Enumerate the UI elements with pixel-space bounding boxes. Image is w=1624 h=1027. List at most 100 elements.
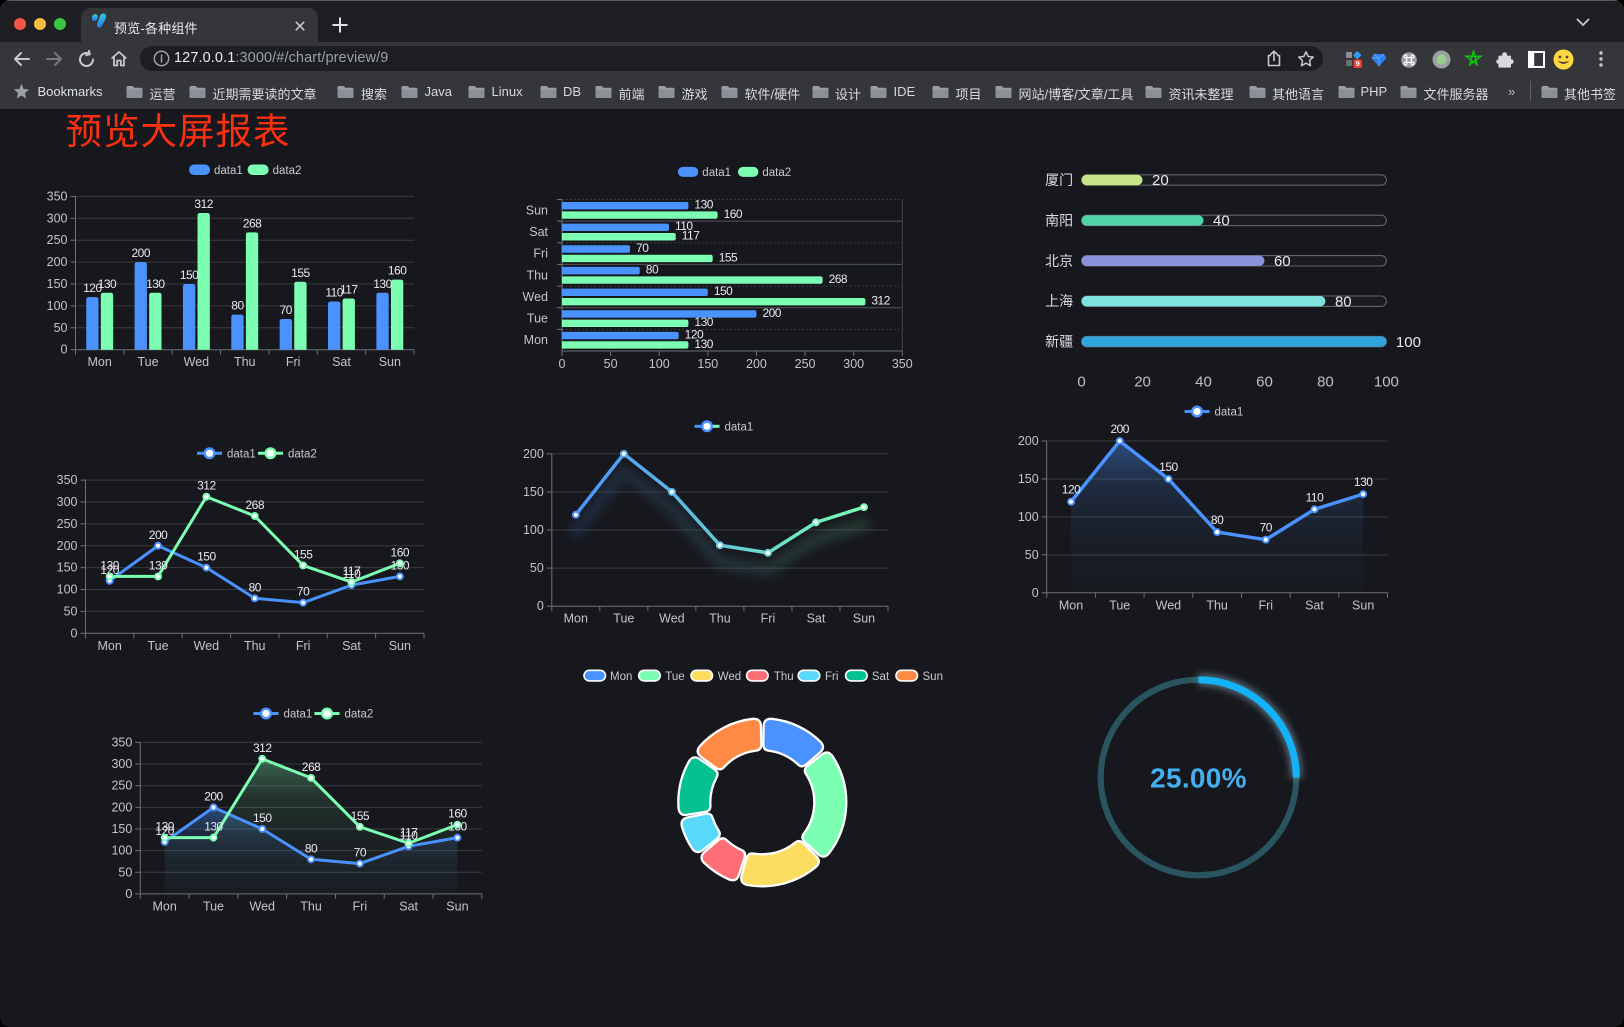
- svg-text:150: 150: [197, 550, 216, 564]
- svg-text:100: 100: [1018, 510, 1039, 524]
- svg-text:data1: data1: [725, 422, 754, 434]
- svg-text:312: 312: [871, 294, 890, 308]
- svg-text:110: 110: [675, 219, 693, 233]
- svg-text:50: 50: [118, 865, 132, 879]
- svg-text:100: 100: [649, 357, 670, 371]
- svg-text:200: 200: [1018, 434, 1039, 448]
- svg-text:Mon: Mon: [88, 355, 112, 369]
- svg-text:300: 300: [843, 357, 864, 371]
- svg-text:data2: data2: [345, 709, 374, 721]
- svg-text:130: 130: [694, 198, 713, 212]
- svg-text:200: 200: [131, 246, 150, 260]
- svg-text:Wed: Wed: [194, 639, 220, 653]
- svg-text:data1: data1: [702, 167, 731, 179]
- svg-text:0: 0: [71, 626, 78, 640]
- svg-text:50: 50: [64, 604, 78, 618]
- svg-text:data1: data1: [284, 709, 313, 721]
- svg-text:Fri: Fri: [825, 671, 838, 683]
- svg-text:Thu: Thu: [234, 355, 256, 369]
- svg-text:40: 40: [1213, 213, 1230, 230]
- svg-text:80: 80: [646, 263, 659, 277]
- svg-text:130: 130: [373, 277, 392, 291]
- svg-text:117: 117: [400, 825, 418, 839]
- svg-text:268: 268: [302, 760, 321, 774]
- svg-text:Fri: Fri: [296, 639, 311, 653]
- svg-text:50: 50: [54, 321, 68, 335]
- svg-text:20: 20: [1152, 172, 1169, 189]
- svg-text:250: 250: [795, 357, 816, 371]
- svg-text:350: 350: [47, 189, 68, 203]
- svg-text:Sun: Sun: [923, 671, 943, 683]
- svg-text:200: 200: [149, 528, 168, 542]
- svg-text:300: 300: [111, 757, 132, 771]
- svg-text:Mon: Mon: [564, 612, 588, 626]
- svg-text:Tue: Tue: [138, 355, 159, 369]
- svg-text:0: 0: [559, 357, 566, 371]
- svg-text:110: 110: [325, 286, 343, 300]
- svg-text:160: 160: [724, 207, 743, 221]
- svg-text:Thu: Thu: [774, 671, 794, 683]
- svg-text:Fri: Fri: [761, 612, 776, 626]
- svg-text:155: 155: [351, 809, 370, 823]
- svg-text:120: 120: [83, 281, 102, 295]
- svg-text:155: 155: [294, 547, 313, 561]
- svg-text:Wed: Wed: [250, 899, 276, 913]
- svg-text:预览大屏报表: 预览大屏报表: [66, 111, 291, 152]
- svg-text:130: 130: [1354, 475, 1373, 489]
- svg-text:data2: data2: [288, 449, 317, 461]
- svg-text:250: 250: [111, 779, 132, 793]
- svg-text:25.00%: 25.00%: [1150, 762, 1247, 793]
- svg-text:50: 50: [1025, 548, 1039, 562]
- svg-text:Sun: Sun: [389, 639, 411, 653]
- svg-text:312: 312: [194, 197, 213, 211]
- svg-text:250: 250: [47, 233, 68, 247]
- svg-text:Wed: Wed: [184, 355, 210, 369]
- svg-text:120: 120: [1062, 483, 1081, 497]
- svg-text:data2: data2: [762, 167, 791, 179]
- svg-text:130: 130: [204, 820, 223, 834]
- svg-text:20: 20: [1134, 374, 1151, 391]
- svg-text:130: 130: [98, 277, 117, 291]
- svg-text:Tue: Tue: [148, 639, 169, 653]
- svg-text:200: 200: [746, 357, 767, 371]
- svg-text:Tue: Tue: [613, 612, 634, 626]
- svg-text:110: 110: [343, 567, 361, 581]
- svg-text:Fri: Fri: [286, 355, 301, 369]
- svg-text:data1: data1: [1215, 407, 1244, 419]
- svg-text:100: 100: [1374, 374, 1399, 391]
- svg-text:0: 0: [61, 343, 68, 357]
- svg-text:312: 312: [197, 479, 216, 493]
- svg-text:0: 0: [125, 887, 132, 901]
- svg-text:268: 268: [829, 272, 848, 286]
- svg-text:Tue: Tue: [203, 899, 224, 913]
- svg-text:Mon: Mon: [610, 671, 632, 683]
- svg-text:Wed: Wed: [523, 290, 549, 304]
- svg-text:155: 155: [719, 250, 738, 264]
- svg-text:南阳: 南阳: [1045, 212, 1073, 228]
- svg-text:120: 120: [685, 327, 704, 341]
- svg-text:Sat: Sat: [399, 899, 418, 913]
- svg-text:Sat: Sat: [332, 355, 351, 369]
- svg-text:160: 160: [391, 545, 410, 559]
- svg-text:117: 117: [682, 229, 700, 243]
- svg-text:200: 200: [57, 539, 78, 553]
- svg-text:130: 130: [100, 558, 119, 572]
- svg-text:Mon: Mon: [153, 899, 177, 913]
- svg-text:200: 200: [204, 789, 223, 803]
- svg-text:200: 200: [47, 255, 68, 269]
- svg-text:100: 100: [57, 583, 78, 597]
- svg-text:0: 0: [537, 599, 544, 613]
- svg-text:Sun: Sun: [853, 612, 875, 626]
- svg-text:100: 100: [111, 844, 132, 858]
- svg-text:北京: 北京: [1045, 253, 1073, 269]
- svg-text:data1: data1: [227, 449, 256, 461]
- svg-text:350: 350: [57, 473, 78, 487]
- svg-text:130: 130: [155, 820, 174, 834]
- svg-text:Sun: Sun: [526, 203, 548, 217]
- svg-text:150: 150: [180, 268, 199, 282]
- svg-text:Mon: Mon: [98, 639, 122, 653]
- svg-text:80: 80: [1317, 374, 1334, 391]
- svg-text:Mon: Mon: [1059, 598, 1083, 612]
- svg-text:250: 250: [57, 517, 78, 531]
- svg-text:268: 268: [245, 498, 264, 512]
